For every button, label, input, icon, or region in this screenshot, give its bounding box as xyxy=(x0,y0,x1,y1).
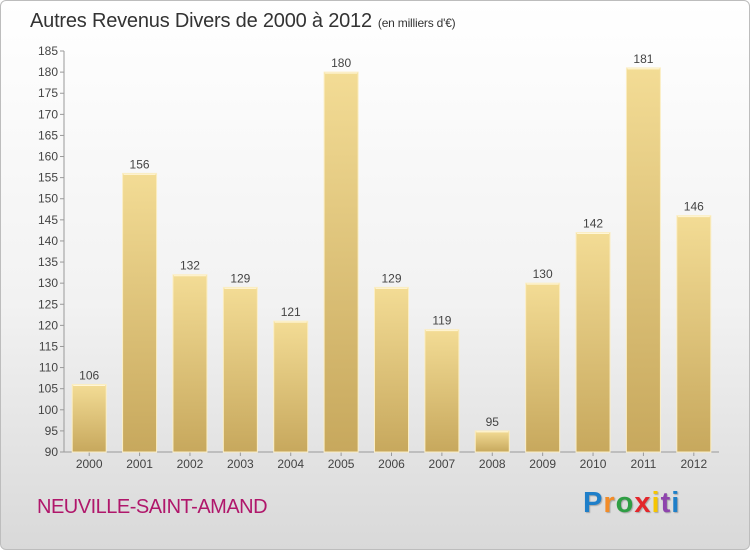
logo-letter: P xyxy=(583,487,604,519)
data-labels: 106 156 132 129 121 180 129 119 95 130 142 181 146 xyxy=(79,52,704,429)
data-label-2003: 129 xyxy=(230,271,250,285)
data-label-2004: 121 xyxy=(281,305,301,319)
bar-2003 xyxy=(222,286,258,453)
y-tick-label: 95 xyxy=(45,424,59,438)
x-tick-label-2010: 2010 xyxy=(580,457,607,471)
data-label-2006: 129 xyxy=(381,271,401,285)
y-tick-label: 120 xyxy=(38,318,58,332)
x-tick-label-2011: 2011 xyxy=(631,457,657,471)
y-tick-label: 185 xyxy=(38,44,58,58)
data-label-2008: 95 xyxy=(486,415,500,429)
y-tick-label: 90 xyxy=(45,445,59,459)
x-tick-label-2002: 2002 xyxy=(177,457,204,471)
place-name: NEUVILLE-SAINT-AMAND xyxy=(37,496,268,518)
y-tick-label: 165 xyxy=(38,128,58,142)
x-tick-label-2003: 2003 xyxy=(227,457,254,471)
bar-2011 xyxy=(625,67,661,453)
bar-2005 xyxy=(323,71,359,453)
y-tick-label: 150 xyxy=(38,192,58,206)
y-tick-label: 110 xyxy=(39,361,58,375)
y-tick-label: 145 xyxy=(38,213,58,227)
x-tick-label-2008: 2008 xyxy=(479,457,506,471)
bar-2009 xyxy=(525,282,561,453)
x-tick-label-2006: 2006 xyxy=(378,457,405,471)
logo-letter: x xyxy=(634,487,652,519)
bar-2010 xyxy=(575,232,611,453)
x-tick-label-2005: 2005 xyxy=(328,457,355,471)
bar-2007 xyxy=(424,329,460,453)
y-tick-label: 125 xyxy=(38,297,58,311)
bar-2006 xyxy=(374,286,409,453)
x-axis: 2000 2001 2002 2003 2004 2005 2006 2007 2008 2009… xyxy=(64,451,719,471)
x-tick-label-2012: 2012 xyxy=(680,457,707,471)
y-tick-label: 180 xyxy=(38,65,58,79)
data-label-2005: 180 xyxy=(331,56,351,70)
y-tick-label: 175 xyxy=(38,86,58,100)
data-label-2011: 181 xyxy=(633,52,653,66)
x-tick-label-2001: 2001 xyxy=(126,457,153,471)
y-tick-label: 140 xyxy=(38,234,58,248)
x-tick-label-2007: 2007 xyxy=(429,457,456,471)
chart-subtitle: (en milliers d'€) xyxy=(377,16,456,30)
y-tick-label: 160 xyxy=(38,150,58,164)
logo-letter: i xyxy=(671,487,681,519)
bar-2004 xyxy=(273,320,309,453)
data-label-2009: 130 xyxy=(533,267,553,281)
bar-2001 xyxy=(122,172,158,453)
logo-letter: o xyxy=(615,487,635,519)
y-tick-label: 155 xyxy=(38,171,58,185)
y-axis: 90 95 100 105 110 115 120 125 130 135 140 145 150 155… xyxy=(38,44,65,459)
x-tick-label-2004: 2004 xyxy=(277,457,304,471)
bars xyxy=(71,67,712,453)
data-label-2012: 146 xyxy=(684,200,704,214)
data-label-2002: 132 xyxy=(180,259,200,273)
logo-letter: i xyxy=(651,487,661,519)
logo-letter: t xyxy=(660,487,672,519)
y-tick-label: 135 xyxy=(38,255,58,269)
data-label-2010: 142 xyxy=(583,217,603,231)
logo-letter: r xyxy=(603,487,616,519)
bar-2002 xyxy=(172,274,208,453)
x-tick-label-2009: 2009 xyxy=(529,457,556,471)
title-text: Autres Revenus Divers de 2000 à 2012 xyxy=(30,10,372,32)
data-label-2001: 156 xyxy=(130,157,150,171)
bar-2000 xyxy=(71,383,107,453)
bar-2012 xyxy=(676,215,712,453)
data-label-2000: 106 xyxy=(79,368,99,382)
y-tick-label: 105 xyxy=(38,382,58,396)
bar-2008 xyxy=(474,430,510,453)
chart-title: Autres Revenus Divers de 2000 à 2012 (en … xyxy=(30,10,456,33)
x-tick-label-2000: 2000 xyxy=(76,457,103,471)
proxiti-logo: Proxiti xyxy=(583,487,680,520)
y-tick-label: 100 xyxy=(38,403,58,417)
y-tick-label: 170 xyxy=(38,107,58,121)
y-tick-label: 130 xyxy=(38,276,58,290)
y-tick-label: 115 xyxy=(39,339,58,353)
data-label-2007: 119 xyxy=(432,314,451,328)
